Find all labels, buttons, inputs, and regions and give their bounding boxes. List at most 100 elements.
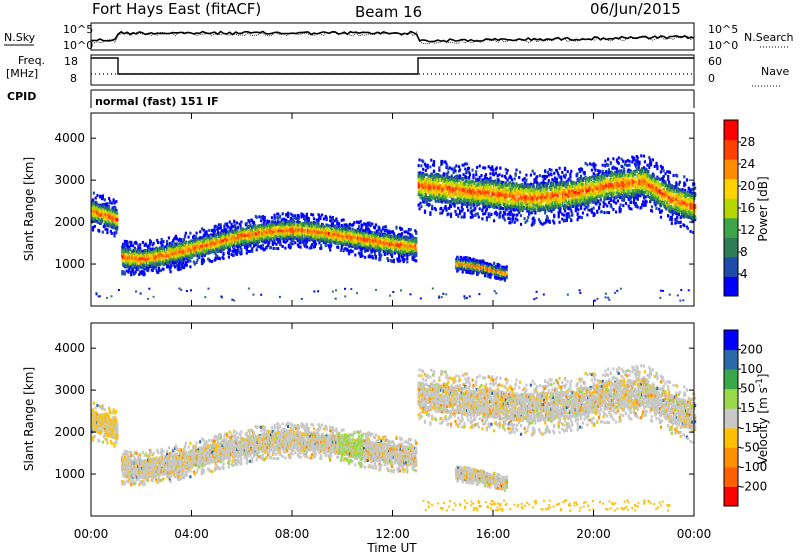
power-echo xyxy=(384,225,387,229)
power-echo xyxy=(173,261,176,265)
power-echo xyxy=(260,219,263,223)
power-echo xyxy=(129,248,132,252)
power-echo xyxy=(378,226,381,230)
power-echo xyxy=(133,272,136,275)
power-echo xyxy=(263,219,266,223)
power-echo xyxy=(265,246,268,250)
power-echo xyxy=(160,238,163,242)
power-echo xyxy=(110,223,113,227)
power-echo xyxy=(133,258,136,262)
power-echo xyxy=(109,229,112,233)
noise-left-tick-bottom: 10^0 xyxy=(63,39,93,52)
power-echo xyxy=(360,250,363,254)
power-echo xyxy=(208,228,211,232)
power-echo xyxy=(400,232,403,236)
power-echo xyxy=(91,228,95,232)
noise-right-tick-bottom: 10^0 xyxy=(708,39,738,52)
power-echo xyxy=(291,242,294,246)
power-echo xyxy=(177,268,180,272)
power-echo xyxy=(183,263,187,267)
power-echo xyxy=(183,258,186,262)
power-echo xyxy=(100,218,104,222)
power-echo xyxy=(108,204,111,208)
power-echo xyxy=(104,202,107,206)
power-echo xyxy=(159,262,162,266)
power-echo xyxy=(142,270,145,274)
power-echo xyxy=(227,252,230,256)
power-echo xyxy=(179,267,182,271)
power-echo xyxy=(189,265,192,269)
noise-search-label: N.Search xyxy=(744,31,794,44)
power-echo xyxy=(181,244,184,248)
power-echo xyxy=(324,244,327,248)
power-echo xyxy=(136,252,139,256)
power-echo xyxy=(172,248,175,252)
power-echo xyxy=(219,226,222,230)
power-echo xyxy=(251,247,254,251)
power-echo xyxy=(372,256,375,260)
power-echo xyxy=(183,249,187,253)
power-echo xyxy=(142,266,145,270)
power-echo xyxy=(182,261,185,265)
power-echo xyxy=(128,240,131,244)
power-echo xyxy=(115,230,118,234)
power-echo xyxy=(188,251,191,255)
power-echo xyxy=(268,220,271,223)
power-echo xyxy=(102,215,105,219)
power-echo xyxy=(106,215,109,219)
power-echo xyxy=(182,256,185,260)
power-echo xyxy=(157,270,160,274)
power-echo xyxy=(133,248,136,252)
power-echo xyxy=(184,231,187,235)
power-echo xyxy=(357,225,360,229)
power-echo xyxy=(140,269,144,273)
power-echo xyxy=(194,235,197,238)
noise-left-tick-top: 10^5 xyxy=(63,23,93,36)
freq-tick-18: 18 xyxy=(64,55,78,68)
power-echo xyxy=(189,259,192,263)
power-echo xyxy=(94,196,97,200)
power-echo xyxy=(162,240,165,244)
power-echo xyxy=(127,270,130,274)
power-echo xyxy=(121,270,124,273)
power-echo xyxy=(172,239,175,243)
power-echo xyxy=(169,270,172,274)
power-echo xyxy=(167,265,170,269)
power-echo xyxy=(160,242,163,246)
power-echo xyxy=(91,198,95,202)
power-echo xyxy=(278,214,282,218)
power-echo xyxy=(192,244,195,248)
power-echo xyxy=(175,237,178,241)
power-echo xyxy=(371,222,374,226)
power-echo xyxy=(166,244,170,248)
power-echo xyxy=(153,265,156,269)
power-echo xyxy=(281,212,284,216)
power-echo xyxy=(108,199,112,203)
power-echo xyxy=(284,246,287,250)
power-echo xyxy=(116,227,119,231)
power-echo xyxy=(100,220,104,224)
power-echo xyxy=(106,203,109,207)
power-echo xyxy=(312,217,316,221)
power-echo xyxy=(263,215,266,219)
power-echo xyxy=(134,262,137,266)
power-echo xyxy=(128,245,131,249)
power-echo xyxy=(103,205,106,209)
power-echo xyxy=(359,219,362,223)
power-echo xyxy=(126,243,129,247)
power-echo xyxy=(273,216,276,220)
power-echo xyxy=(122,263,126,267)
power-echo xyxy=(170,263,173,267)
power-echo xyxy=(246,245,249,249)
power-echo xyxy=(157,241,160,244)
power-echo xyxy=(240,220,243,224)
power-echo xyxy=(174,257,178,261)
power-echo xyxy=(157,266,161,270)
power-echo xyxy=(202,258,205,262)
power-echo xyxy=(162,267,165,271)
power-echo xyxy=(186,255,189,259)
power-echo xyxy=(255,248,258,252)
power-echo xyxy=(406,260,409,264)
